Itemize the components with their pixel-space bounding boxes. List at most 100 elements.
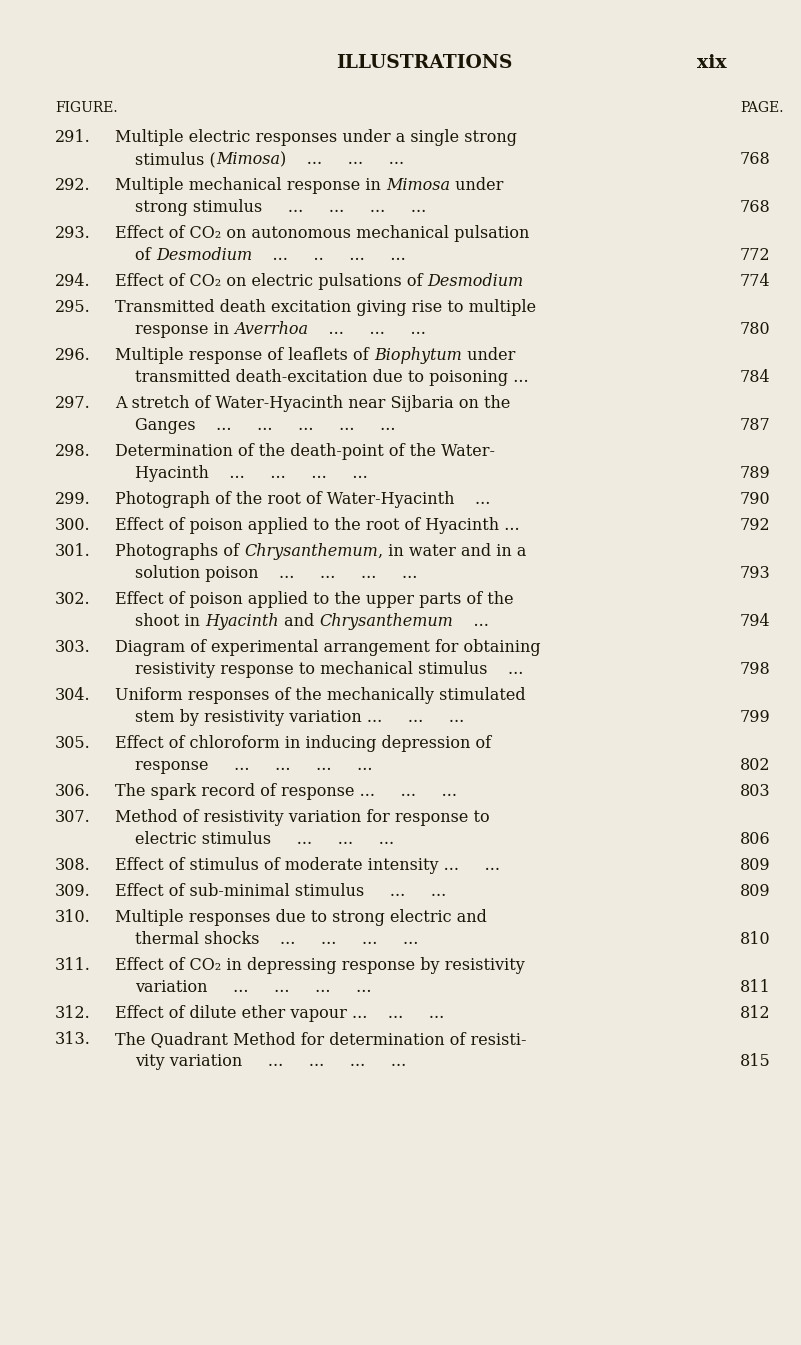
Text: Effect of chloroform in inducing depression of: Effect of chloroform in inducing depress… [115,734,491,752]
Text: 789: 789 [740,465,771,482]
Text: Effect of dilute ether vapour ...    ...     ...: Effect of dilute ether vapour ... ... ..… [115,1005,445,1022]
Text: 780: 780 [740,321,771,338]
Text: 297.: 297. [55,395,91,412]
Text: Determination of the death-point of the Water-: Determination of the death-point of the … [115,443,495,460]
Text: 306.: 306. [55,783,91,800]
Text: solution poison    ...     ...     ...     ...: solution poison ... ... ... ... [135,565,417,582]
Text: 305.: 305. [55,734,91,752]
Text: electric stimulus     ...     ...     ...: electric stimulus ... ... ... [135,831,394,847]
Text: Multiple responses due to strong electric and: Multiple responses due to strong electri… [115,909,487,925]
Text: resistivity response to mechanical stimulus    ...: resistivity response to mechanical stimu… [135,660,523,678]
Text: Mimosa: Mimosa [386,178,450,194]
Text: 803: 803 [740,783,771,800]
Text: 291.: 291. [55,129,91,147]
Text: Photograph of the root of Water-Hyacinth    ...: Photograph of the root of Water-Hyacinth… [115,491,490,508]
Text: 310.: 310. [55,909,91,925]
Text: stimulus (: stimulus ( [135,151,215,168]
Text: Effect of CO₂ on electric pulsations of: Effect of CO₂ on electric pulsations of [115,273,428,291]
Text: Multiple response of leaflets of: Multiple response of leaflets of [115,347,374,364]
Text: 793: 793 [740,565,771,582]
Text: Uniform responses of the mechanically stimulated: Uniform responses of the mechanically st… [115,687,525,703]
Text: Effect of stimulus of moderate intensity ...     ...: Effect of stimulus of moderate intensity… [115,857,500,874]
Text: 802: 802 [740,757,771,773]
Text: 790: 790 [740,491,771,508]
Text: 768: 768 [740,199,771,217]
Text: 810: 810 [740,931,771,948]
Text: Multiple electric responses under a single strong: Multiple electric responses under a sing… [115,129,517,147]
Text: 294.: 294. [55,273,91,291]
Text: strong stimulus     ...     ...     ...     ...: strong stimulus ... ... ... ... [135,199,426,217]
Text: 311.: 311. [55,958,91,974]
Text: thermal shocks    ...     ...     ...     ...: thermal shocks ... ... ... ... [135,931,418,948]
Text: The spark record of response ...     ...     ...: The spark record of response ... ... ... [115,783,457,800]
Text: Mimosa: Mimosa [215,151,280,168]
Text: ...     ...     ...: ... ... ... [308,321,426,338]
Text: 303.: 303. [55,639,91,656]
Text: and: and [279,613,319,629]
Text: Hyacinth    ...     ...     ...     ...: Hyacinth ... ... ... ... [135,465,368,482]
Text: Chrysanthemum: Chrysanthemum [319,613,453,629]
Text: stem by resistivity variation ...     ...     ...: stem by resistivity variation ... ... ..… [135,709,465,726]
Text: PAGE.: PAGE. [740,101,783,116]
Text: Effect of poison applied to the root of Hyacinth ...: Effect of poison applied to the root of … [115,516,520,534]
Text: Chrysanthemum: Chrysanthemum [244,543,378,560]
Text: Photographs of: Photographs of [115,543,244,560]
Text: 809: 809 [740,884,771,900]
Text: response     ...     ...     ...     ...: response ... ... ... ... [135,757,372,773]
Text: Multiple mechanical response in: Multiple mechanical response in [115,178,386,194]
Text: 798: 798 [740,660,771,678]
Text: 309.: 309. [55,884,91,900]
Text: 815: 815 [740,1053,771,1071]
Text: 787: 787 [740,417,771,434]
Text: 792: 792 [740,516,771,534]
Text: )    ...     ...     ...: ) ... ... ... [280,151,404,168]
Text: 304.: 304. [55,687,91,703]
Text: Hyacinth: Hyacinth [205,613,279,629]
Text: 809: 809 [740,857,771,874]
Text: A stretch of Water-Hyacinth near Sijbaria on the: A stretch of Water-Hyacinth near Sijbari… [115,395,510,412]
Text: Desmodium: Desmodium [155,247,252,264]
Text: Effect of CO₂ in depressing response by resistivity: Effect of CO₂ in depressing response by … [115,958,525,974]
Text: Averrhoa: Averrhoa [234,321,308,338]
Text: 302.: 302. [55,590,91,608]
Text: 312.: 312. [55,1005,91,1022]
Text: response in: response in [135,321,234,338]
Text: under: under [461,347,515,364]
Text: vity variation     ...     ...     ...     ...: vity variation ... ... ... ... [135,1053,406,1071]
Text: 812: 812 [740,1005,771,1022]
Text: 307.: 307. [55,808,91,826]
Text: 296.: 296. [55,347,91,364]
Text: The Quadrant Method for determination of resisti-: The Quadrant Method for determination of… [115,1032,526,1048]
Text: ILLUSTRATIONS: ILLUSTRATIONS [336,54,513,73]
Text: 313.: 313. [55,1032,91,1048]
Text: 806: 806 [740,831,771,847]
Text: xix: xix [697,54,727,73]
Text: FIGURE.: FIGURE. [55,101,118,116]
Text: 768: 768 [740,151,771,168]
Text: 298.: 298. [55,443,91,460]
Text: Biophytum: Biophytum [374,347,461,364]
Text: Effect of sub-minimal stimulus     ...     ...: Effect of sub-minimal stimulus ... ... [115,884,446,900]
Text: 293.: 293. [55,225,91,242]
Text: 295.: 295. [55,299,91,316]
Text: under: under [450,178,503,194]
Text: 308.: 308. [55,857,91,874]
Text: 811: 811 [740,979,771,997]
Text: Transmitted death excitation giving rise to multiple: Transmitted death excitation giving rise… [115,299,536,316]
Text: 774: 774 [740,273,771,291]
Text: shoot in: shoot in [135,613,205,629]
Text: ...: ... [453,613,489,629]
Text: 299.: 299. [55,491,91,508]
Text: Effect of poison applied to the upper parts of the: Effect of poison applied to the upper pa… [115,590,513,608]
Text: 292.: 292. [55,178,91,194]
Text: 772: 772 [740,247,771,264]
Text: 794: 794 [740,613,771,629]
Text: , in water and in a: , in water and in a [378,543,526,560]
Text: ...     ..     ...     ...: ... .. ... ... [252,247,405,264]
Text: transmitted death-excitation due to poisoning ...: transmitted death-excitation due to pois… [135,369,529,386]
Text: Ganges    ...     ...     ...     ...     ...: Ganges ... ... ... ... ... [135,417,396,434]
Text: 799: 799 [740,709,771,726]
Text: Effect of CO₂ on autonomous mechanical pulsation: Effect of CO₂ on autonomous mechanical p… [115,225,529,242]
Text: variation     ...     ...     ...     ...: variation ... ... ... ... [135,979,372,997]
Text: of: of [135,247,155,264]
